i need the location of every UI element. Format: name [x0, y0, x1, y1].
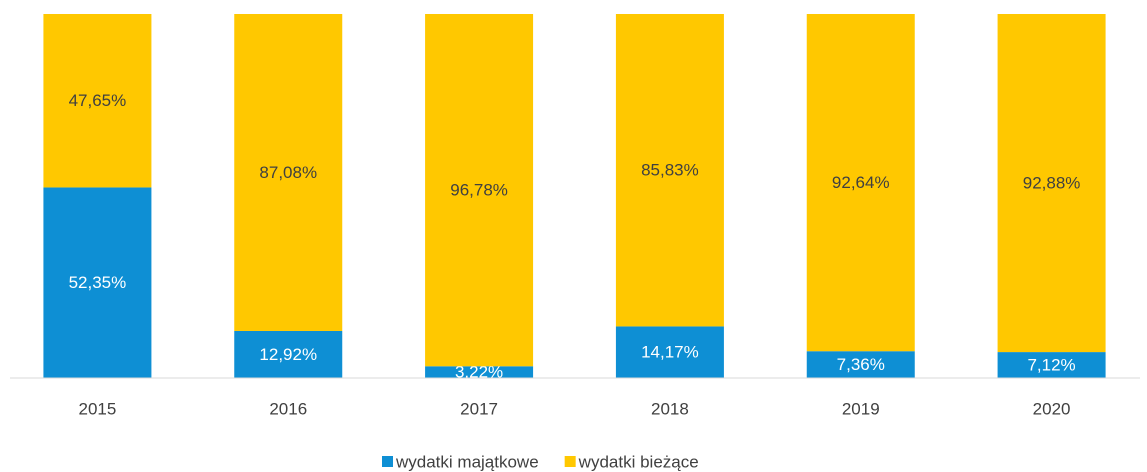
bar-segment: [997, 14, 1106, 353]
data-label: 47,65%: [69, 91, 127, 110]
data-label: 92,88%: [1023, 174, 1081, 193]
plot-area: 52,35% 47,65% 12,92% 87,08% 3,22% 96,78% 14,17…: [43, 14, 1106, 382]
data-label: 85,83%: [641, 161, 699, 180]
legend-swatch: [564, 456, 576, 467]
bar-segment: [43, 14, 152, 188]
data-label: 12,92%: [259, 345, 317, 364]
bar-segment: [806, 14, 915, 352]
data-label: 7,12%: [1027, 356, 1075, 375]
bar-segment: [615, 326, 724, 378]
x-tick-label: 2020: [1033, 399, 1071, 418]
bar-segment: [615, 14, 724, 327]
legend-label: wydatki majątkowe: [395, 452, 539, 471]
data-label: 14,17%: [641, 343, 699, 362]
bar-segment: [806, 351, 915, 378]
x-tick-label: 2019: [842, 399, 880, 418]
legend-label: wydatki bieżące: [578, 452, 699, 471]
legend-swatch: [382, 456, 393, 467]
x-tick-label: 2016: [269, 399, 307, 418]
data-label: 92,64%: [832, 173, 890, 192]
x-tick-label: 2017: [460, 399, 498, 418]
x-tick-label: 2018: [651, 399, 689, 418]
data-label: 3,22%: [455, 363, 503, 382]
data-label: 52,35%: [69, 273, 127, 292]
bar-segment: [234, 14, 343, 331]
bar-segment: [425, 366, 534, 378]
bar-segment: [997, 352, 1106, 378]
data-label: 96,78%: [450, 181, 508, 200]
bar-segment: [234, 330, 343, 378]
x-tick-label: 2015: [79, 399, 117, 418]
bar-segment: [425, 14, 534, 367]
bar-segment: [43, 187, 152, 378]
data-label: 87,08%: [259, 163, 317, 182]
data-label: 7,36%: [837, 355, 885, 374]
